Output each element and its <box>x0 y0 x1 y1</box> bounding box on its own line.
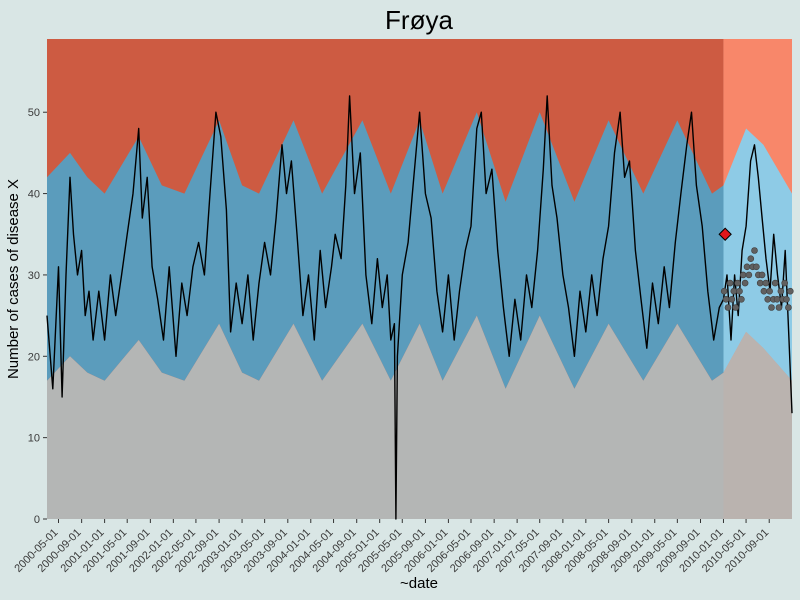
forecast-point <box>768 304 775 311</box>
forecast-point <box>773 295 781 303</box>
forecast-point <box>739 271 747 279</box>
forecast-point <box>760 287 768 295</box>
forecast-point <box>771 279 779 287</box>
y-tick-label: 10 <box>28 433 40 445</box>
plot-area <box>46 39 794 520</box>
forecast-point <box>756 279 764 287</box>
forecast-point <box>736 287 743 295</box>
lower-band-forecast-area <box>723 331 792 519</box>
lower-band-area <box>47 315 724 519</box>
forecast-point <box>747 255 755 263</box>
forecast-point <box>722 295 730 303</box>
forecast-point <box>781 279 789 287</box>
y-tick-label: 40 <box>28 189 40 201</box>
alert-marker <box>718 227 732 241</box>
y-tick-label: 20 <box>28 351 40 363</box>
mid-band-forecast-area <box>723 128 792 381</box>
forecast-point <box>738 295 745 303</box>
forecast-point <box>732 304 740 311</box>
y-axis: 0 10 20 30 40 50 <box>28 107 47 526</box>
forecast-point <box>762 279 770 287</box>
forecast-point <box>775 304 783 311</box>
forecast-point <box>724 304 732 311</box>
forecast-point <box>783 295 790 303</box>
forecast-point <box>745 271 753 279</box>
forecast-point <box>741 279 749 287</box>
forecast-point <box>785 304 792 311</box>
chart-title: Frøya <box>385 5 453 35</box>
forecast-point <box>758 271 766 279</box>
forecast-point <box>743 263 751 271</box>
y-axis-title: Number of cases of disease X <box>5 179 22 379</box>
forecast-point <box>728 295 736 303</box>
forecast-point <box>753 263 760 271</box>
forecast-point <box>720 287 728 295</box>
forecast-points <box>720 247 794 311</box>
forecast-point <box>777 287 785 295</box>
y-tick-label: 0 <box>34 514 40 526</box>
y-tick-label: 30 <box>28 270 40 282</box>
forecast-point <box>766 287 773 295</box>
forecast-point <box>734 279 741 287</box>
mid-band-area <box>47 112 724 389</box>
forecast-point <box>726 279 734 287</box>
x-axis-title: ~date <box>400 575 438 592</box>
observed-cases-line <box>46 95 793 520</box>
forecast-point <box>730 287 738 295</box>
forecast-point <box>751 247 758 254</box>
forecast-point <box>786 287 794 295</box>
forecast-point <box>764 295 772 303</box>
y-tick-label: 50 <box>28 107 40 119</box>
